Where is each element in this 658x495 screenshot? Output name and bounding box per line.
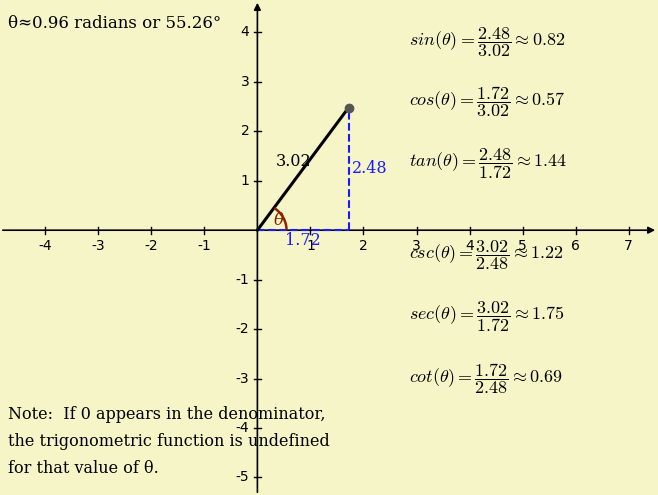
Text: for that value of θ.: for that value of θ. [8,460,159,477]
Text: 2.48: 2.48 [352,160,388,177]
Text: 4: 4 [465,239,474,253]
Text: 3: 3 [241,75,249,89]
Text: the trigonometric function is undefined: the trigonometric function is undefined [8,433,330,450]
Text: -5: -5 [236,470,249,485]
Text: -1: -1 [197,239,211,253]
Text: 3.02: 3.02 [276,153,311,170]
Text: $cot(\theta) = \dfrac{1.72}{2.48} \approx 0.69$: $cot(\theta) = \dfrac{1.72}{2.48} \appro… [409,361,563,396]
Text: 1: 1 [306,239,315,253]
Text: $sin(\theta) = \dfrac{2.48}{3.02} \approx 0.82$: $sin(\theta) = \dfrac{2.48}{3.02} \appro… [409,26,565,59]
Text: -1: -1 [236,273,249,287]
Text: 2: 2 [359,239,368,253]
Text: θ: θ [273,212,284,229]
Text: 2: 2 [241,124,249,138]
Text: -2: -2 [236,322,249,336]
Text: 6: 6 [571,239,580,253]
Text: -3: -3 [236,372,249,386]
Text: θ≈0.96 radians or 55.26°: θ≈0.96 radians or 55.26° [8,15,221,32]
Text: Note:  If 0 appears in the denominator,: Note: If 0 appears in the denominator, [8,406,326,423]
Text: $tan(\theta) = \dfrac{2.48}{1.72} \approx 1.44$: $tan(\theta) = \dfrac{2.48}{1.72} \appro… [409,146,567,181]
Text: $sec(\theta) = \dfrac{3.02}{1.72} \approx 1.75$: $sec(\theta) = \dfrac{3.02}{1.72} \appro… [409,299,564,334]
Text: 5: 5 [519,239,527,253]
Text: $cos(\theta) = \dfrac{1.72}{3.02} \approx 0.57$: $cos(\theta) = \dfrac{1.72}{3.02} \appro… [409,84,565,119]
Text: -3: -3 [91,239,105,253]
Text: 4: 4 [241,25,249,40]
Text: -4: -4 [38,239,52,253]
Text: 7: 7 [624,239,633,253]
Text: -4: -4 [236,421,249,435]
Text: 3: 3 [412,239,421,253]
Text: 1.72: 1.72 [285,232,321,249]
Text: -2: -2 [145,239,158,253]
Text: $csc(\theta) = \dfrac{3.02}{2.48} \approx 1.22$: $csc(\theta) = \dfrac{3.02}{2.48} \appro… [409,238,563,272]
Text: 1: 1 [241,174,249,188]
